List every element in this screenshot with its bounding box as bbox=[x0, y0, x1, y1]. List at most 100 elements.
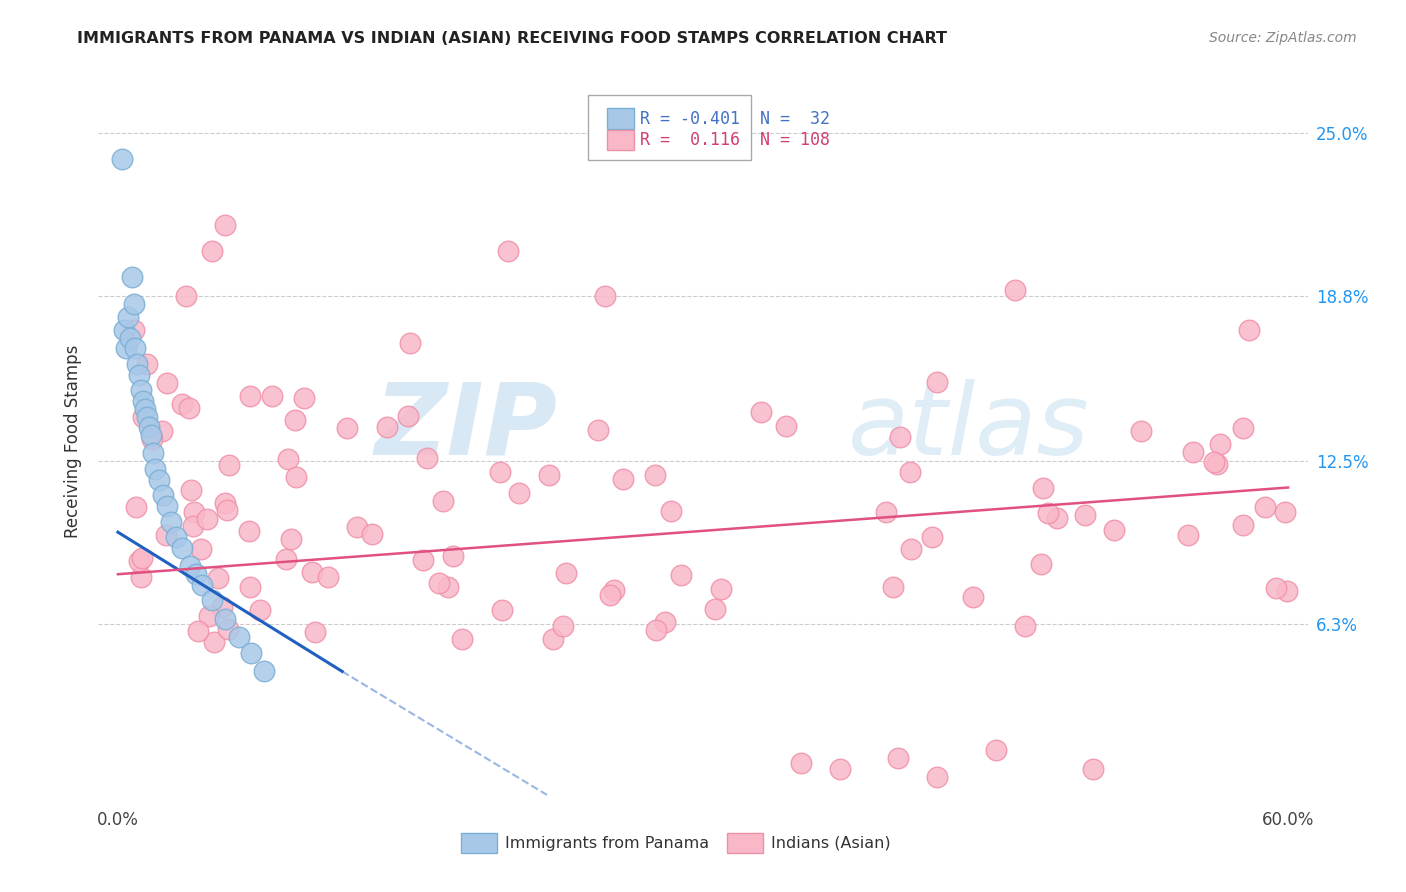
Point bbox=[360, 526, 382, 541]
Point bbox=[165, 531, 187, 545]
Point bbox=[138, 420, 160, 434]
Point bbox=[214, 496, 236, 510]
Point bbox=[489, 465, 512, 479]
Point bbox=[496, 244, 519, 258]
Point bbox=[181, 519, 204, 533]
Point bbox=[612, 472, 634, 486]
Text: Immigrants from Panama: Immigrants from Panama bbox=[505, 836, 709, 851]
Point bbox=[1177, 528, 1199, 542]
Point bbox=[1237, 323, 1260, 337]
Point bbox=[554, 566, 576, 581]
Point bbox=[900, 541, 922, 556]
Point bbox=[887, 751, 910, 765]
Point bbox=[538, 468, 561, 483]
Point bbox=[1004, 284, 1026, 298]
Point bbox=[148, 473, 170, 487]
Point bbox=[828, 762, 851, 776]
Point bbox=[132, 393, 155, 408]
Point bbox=[198, 608, 221, 623]
Point bbox=[645, 623, 668, 637]
Text: R = -0.401  N =  32: R = -0.401 N = 32 bbox=[640, 110, 830, 128]
Point bbox=[150, 424, 173, 438]
FancyBboxPatch shape bbox=[727, 833, 763, 854]
Point bbox=[128, 554, 150, 568]
Point bbox=[396, 409, 419, 423]
Point bbox=[262, 389, 284, 403]
Point bbox=[551, 619, 574, 633]
Point bbox=[399, 336, 422, 351]
Point bbox=[155, 527, 177, 541]
Point bbox=[179, 559, 201, 574]
Point bbox=[214, 218, 236, 232]
Point bbox=[112, 323, 135, 337]
Point bbox=[898, 465, 921, 479]
Point bbox=[491, 603, 513, 617]
Point bbox=[432, 493, 454, 508]
Point bbox=[704, 602, 727, 616]
Point bbox=[159, 515, 181, 529]
Point bbox=[180, 483, 202, 498]
Point bbox=[1232, 421, 1254, 435]
Point bbox=[207, 571, 229, 585]
Point bbox=[659, 504, 682, 518]
Point bbox=[129, 570, 152, 584]
FancyBboxPatch shape bbox=[607, 130, 634, 151]
Point bbox=[177, 401, 200, 415]
Point bbox=[789, 756, 811, 771]
Point bbox=[450, 632, 472, 646]
Point bbox=[174, 289, 197, 303]
Point bbox=[336, 421, 359, 435]
Text: ZIP: ZIP bbox=[375, 378, 558, 475]
Point bbox=[1204, 455, 1226, 469]
Point bbox=[1274, 505, 1296, 519]
Point bbox=[1032, 481, 1054, 495]
Point bbox=[218, 458, 240, 473]
FancyBboxPatch shape bbox=[588, 95, 751, 160]
Point bbox=[128, 368, 150, 382]
Point bbox=[111, 152, 134, 166]
Point bbox=[239, 389, 262, 403]
Point bbox=[214, 612, 236, 626]
FancyBboxPatch shape bbox=[461, 833, 498, 854]
Point bbox=[285, 470, 308, 484]
Point bbox=[1206, 457, 1229, 471]
Point bbox=[122, 323, 145, 337]
Point bbox=[1232, 517, 1254, 532]
Point bbox=[184, 567, 207, 582]
Point bbox=[274, 552, 297, 566]
Point bbox=[127, 357, 149, 371]
Text: atlas: atlas bbox=[848, 378, 1090, 475]
Point bbox=[925, 770, 948, 784]
Point bbox=[921, 531, 943, 545]
Point bbox=[139, 428, 162, 442]
Point bbox=[195, 511, 218, 525]
Point bbox=[1038, 506, 1060, 520]
Point bbox=[217, 623, 239, 637]
Point bbox=[586, 423, 609, 437]
Point bbox=[1254, 500, 1277, 514]
Point bbox=[671, 568, 693, 582]
Point bbox=[134, 401, 156, 416]
Text: Source: ZipAtlas.com: Source: ZipAtlas.com bbox=[1209, 31, 1357, 45]
Point bbox=[1074, 508, 1097, 523]
Point bbox=[412, 553, 434, 567]
Point bbox=[1102, 524, 1125, 538]
Point bbox=[136, 409, 159, 424]
Point bbox=[284, 413, 307, 427]
Point bbox=[541, 632, 564, 646]
Point bbox=[280, 532, 302, 546]
Point bbox=[889, 430, 911, 444]
Point bbox=[131, 410, 153, 425]
Point bbox=[962, 590, 984, 604]
Point bbox=[416, 450, 439, 465]
Point bbox=[644, 468, 666, 483]
Point bbox=[239, 580, 262, 594]
Point bbox=[114, 341, 136, 355]
Point bbox=[1014, 619, 1036, 633]
FancyBboxPatch shape bbox=[607, 109, 634, 128]
Point bbox=[172, 541, 194, 555]
Point bbox=[156, 499, 179, 513]
Point bbox=[228, 630, 250, 644]
Point bbox=[118, 331, 141, 345]
Point bbox=[882, 580, 904, 594]
